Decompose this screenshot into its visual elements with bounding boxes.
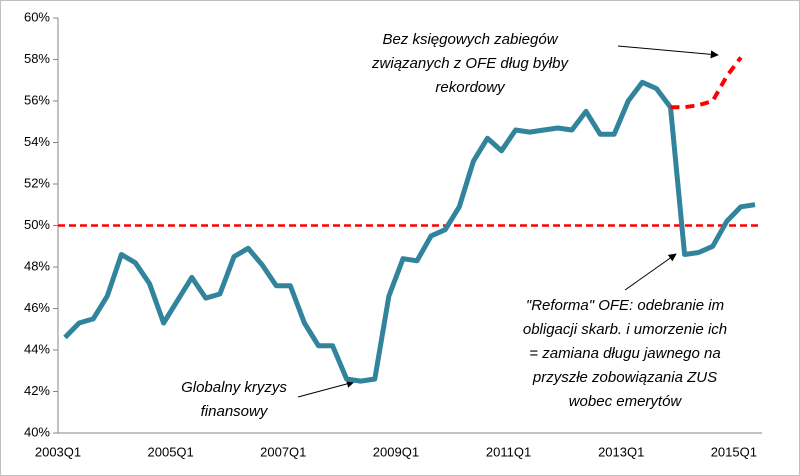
annotation: = zamiana długu jawnego na [529,345,720,362]
annotation: Bez księgowych zabiegów [382,31,558,48]
y-tick-label: 56% [24,92,50,107]
x-tick-label: 2007Q1 [260,444,306,459]
y-tick-label: 52% [24,175,50,190]
arrow [624,253,677,291]
annotation: finansowy [201,403,269,420]
y-tick-label: 50% [24,217,50,232]
y-tick-label: 60% [24,9,50,24]
annotation: Globalny kryzys [181,379,287,396]
y-tick-label: 42% [24,383,50,398]
x-tick-label: 2015Q1 [711,444,757,459]
series-line [670,56,743,110]
x-tick-label: 2009Q1 [373,444,419,459]
arrow [617,45,719,59]
annotation: obligacji skarb. i umorzenie ich [523,321,727,338]
x-tick-label: 2005Q1 [148,444,194,459]
y-tick-label: 40% [24,424,50,439]
annotation: "Reforma" OFE: odebranie im [526,297,724,314]
y-tick-label: 54% [24,134,50,149]
annotation: rekordowy [435,79,506,96]
y-tick-label: 46% [24,300,50,315]
series-line [63,79,756,384]
y-tick-label: 58% [24,51,50,66]
annotation: wobec emerytów [569,393,683,410]
annotation: związanych z OFE dług byłby [371,55,569,72]
y-tick-label: 48% [24,258,50,273]
x-tick-label: 2013Q1 [598,444,644,459]
y-tick-label: 44% [24,341,50,356]
arrow [297,379,355,398]
annotation: przyszłe zobowiązania ZUS [532,369,717,386]
x-tick-label: 2011Q1 [486,444,531,459]
x-tick-label: 2003Q1 [35,444,81,459]
